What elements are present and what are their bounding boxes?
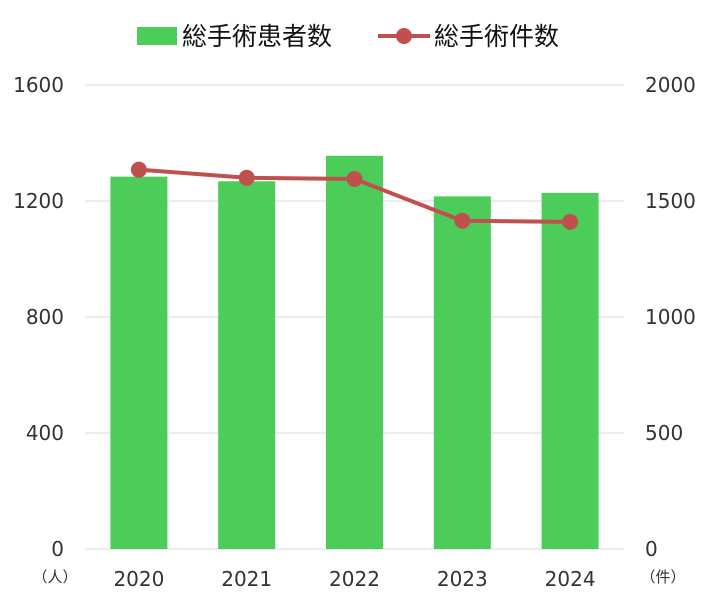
bar-series	[110, 155, 599, 550]
right-tick-label: 0	[645, 537, 658, 561]
x-tick-label: 2022	[329, 567, 380, 591]
left-tick-label: 1600	[13, 73, 64, 97]
x-tick-label: 2021	[221, 567, 272, 591]
legend-item-bar: 総手術患者数	[137, 22, 332, 51]
x-tick-label: 2020	[113, 567, 164, 591]
line-point	[346, 170, 363, 187]
legend-bar-label: 総手術患者数	[182, 22, 332, 51]
left-tick-label: 1200	[13, 189, 64, 213]
bar	[110, 176, 168, 549]
x-tick-label: 2023	[437, 567, 488, 591]
line-point	[454, 212, 471, 229]
bar	[218, 181, 276, 549]
legend-line-marker	[396, 28, 412, 44]
bar	[541, 192, 599, 549]
line-series	[130, 161, 579, 230]
left-tick-label: 0	[51, 537, 64, 561]
bar	[433, 196, 491, 550]
x-axis: 2020 2021 2022 2023 2024	[113, 567, 595, 591]
left-axis-unit: （人）	[32, 568, 77, 586]
legend: 総手術患者数 総手術件数	[137, 22, 559, 51]
right-axis-unit: （件）	[640, 568, 685, 586]
right-tick-label: 1500	[645, 189, 696, 213]
line-point	[130, 161, 147, 178]
legend-line-label: 総手術件数	[434, 22, 559, 51]
left-tick-label: 400	[26, 421, 64, 445]
line-point	[238, 169, 255, 186]
x-tick-label: 2024	[545, 567, 596, 591]
right-tick-label: 500	[645, 421, 683, 445]
left-tick-label: 800	[26, 305, 64, 329]
right-tick-label: 2000	[645, 73, 696, 97]
legend-bar-swatch	[137, 27, 177, 45]
bar	[326, 155, 383, 549]
left-axis: 0 400 800 1200 1600	[13, 73, 64, 561]
right-tick-label: 1000	[645, 305, 696, 329]
line-point	[562, 213, 579, 230]
legend-item-line: 総手術件数	[378, 22, 559, 51]
right-axis: 0 500 1000 1500 2000	[645, 73, 696, 561]
